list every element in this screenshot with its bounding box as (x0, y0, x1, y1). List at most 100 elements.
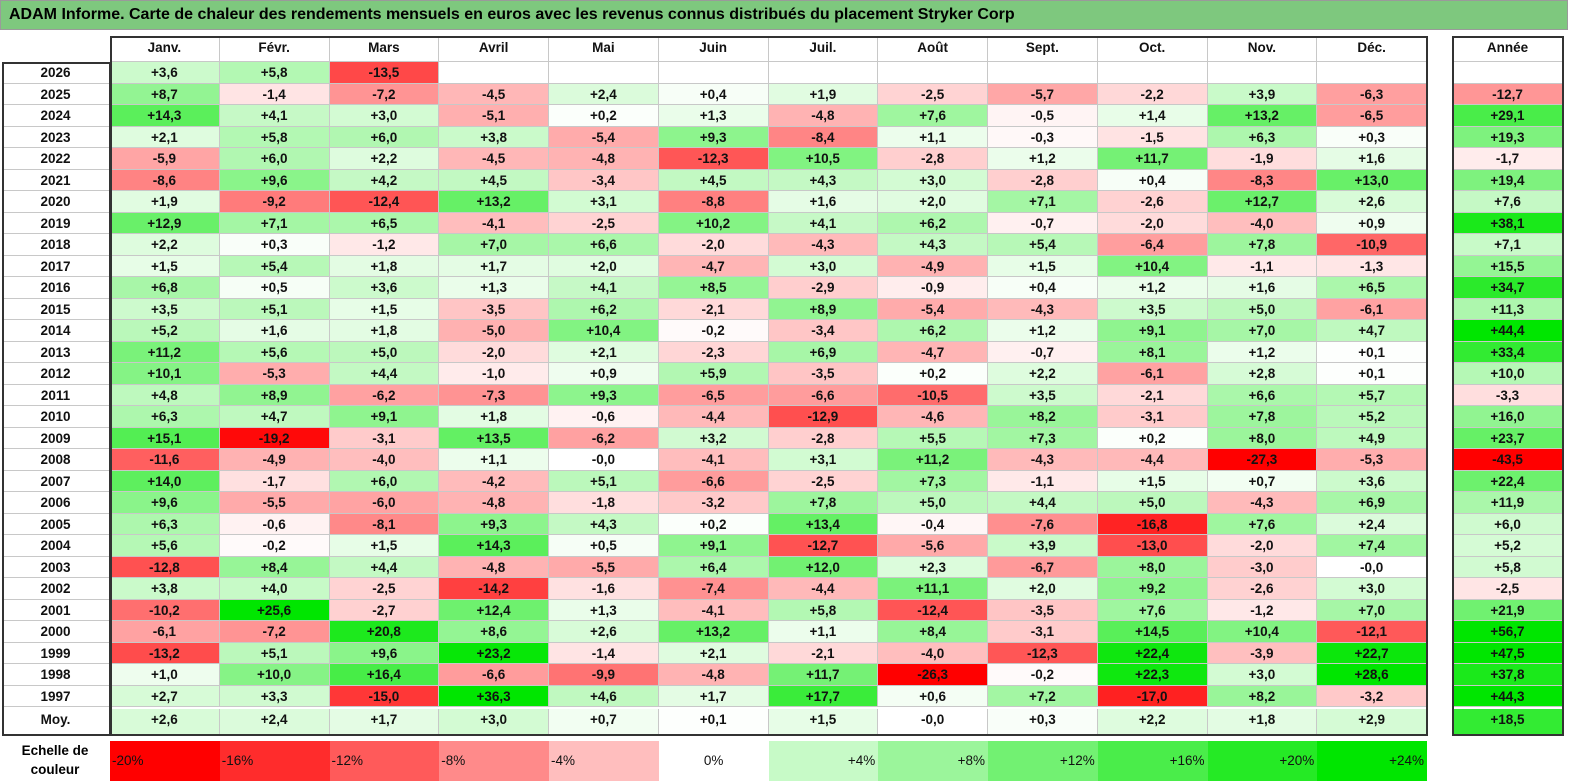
heatmap-cell: -4,0 (329, 449, 440, 471)
annual-cell: +44,4 (1452, 320, 1564, 342)
heatmap-cell: +3,6 (110, 62, 220, 84)
heatmap-cell (768, 62, 879, 84)
average-annual-cell: +18,5 (1452, 709, 1564, 735)
year-label: 2002 (2, 578, 110, 600)
annual-cell: +56,7 (1452, 621, 1564, 643)
heatmap-cell: +10,5 (768, 148, 879, 170)
heatmap-cell: -2,3 (658, 341, 769, 363)
year-label: 2019 (2, 212, 110, 234)
heatmap-cell: +1,1 (878, 126, 988, 148)
heatmap-cell: -8,4 (768, 126, 879, 148)
heatmap-cell: +1,4 (1097, 105, 1208, 127)
heatmap-cell: +1,8 (329, 255, 440, 277)
heatmap-cell: +4,8 (110, 384, 220, 406)
heatmap-cell: -4,7 (878, 341, 988, 363)
heatmap-cell: -4,5 (439, 83, 549, 105)
heatmap-cell: +1,2 (988, 148, 1098, 170)
heatmap-cell: -0,7 (988, 212, 1098, 234)
heatmap-cell: +0,7 (1207, 470, 1318, 492)
heatmap-cell: +1,1 (768, 621, 879, 643)
heatmap-cell: +6,9 (768, 341, 879, 363)
heatmap-cell: -2,1 (658, 298, 769, 320)
heatmap-cell: +4,1 (768, 212, 879, 234)
heatmap-cell: -5,4 (878, 298, 988, 320)
year-label: 2016 (2, 277, 110, 299)
heatmap-cell: +2,0 (988, 578, 1098, 600)
heatmap-cell: +6,8 (110, 277, 220, 299)
heatmap-cell (988, 62, 1098, 84)
heatmap-cell: -0,2 (658, 320, 769, 342)
month-header: Juil. (768, 36, 879, 62)
heatmap-cell: +8,4 (878, 621, 988, 643)
year-label: 2009 (2, 427, 110, 449)
annual-cell: +33,4 (1452, 341, 1564, 363)
annual-cell: -2,5 (1452, 578, 1564, 600)
heatmap-cell: -0,6 (219, 513, 330, 535)
heatmap-cell: +1,3 (658, 105, 769, 127)
annual-cell: +7,1 (1452, 234, 1564, 256)
heatmap-cell: -2,5 (768, 470, 879, 492)
heatmap-cell: +7,1 (219, 212, 330, 234)
year-label: 2020 (2, 191, 110, 213)
month-header: Mars (329, 36, 440, 62)
heatmap-cell: -3,1 (1097, 406, 1208, 428)
heatmap-cell: +9,6 (219, 169, 330, 191)
heatmap-cell: +2,8 (1207, 363, 1318, 385)
heatmap-cell: +11,2 (878, 449, 988, 471)
heatmap-cell: +3,5 (1097, 298, 1208, 320)
heatmap-cell: -2,5 (878, 83, 988, 105)
heatmap-cell: -3,1 (988, 621, 1098, 643)
heatmap-cell (439, 62, 549, 84)
heatmap-cell: -8,8 (658, 191, 769, 213)
annual-cell: +22,4 (1452, 470, 1564, 492)
year-label: 2012 (2, 363, 110, 385)
heatmap-cell: +8,4 (219, 556, 330, 578)
heatmap-cell: -2,5 (329, 578, 440, 600)
heatmap-cell: -0,4 (878, 513, 988, 535)
heatmap-cell: -7,2 (329, 83, 440, 105)
year-label: 2014 (2, 320, 110, 342)
average-cell: +0,1 (658, 709, 769, 735)
heatmap-cell: +5,2 (110, 320, 220, 342)
average-cell: -0,0 (878, 709, 988, 735)
heatmap-cell: +5,4 (988, 234, 1098, 256)
year-label: 2006 (2, 492, 110, 514)
heatmap-cell: -4,4 (1097, 449, 1208, 471)
heatmap-cell: +7,8 (768, 492, 879, 514)
scale-swatch: +16% (1097, 741, 1208, 781)
heatmap-cell: +0,2 (878, 363, 988, 385)
heatmap-cell: +3,6 (1317, 470, 1427, 492)
heatmap-cell: -4,8 (439, 556, 549, 578)
heatmap-cell: +8,9 (219, 384, 330, 406)
heatmap-cell: +0,4 (988, 277, 1098, 299)
heatmap-cell: +2,1 (549, 341, 659, 363)
heatmap-cell: -2,0 (439, 341, 549, 363)
heatmap-cell: -2,1 (768, 642, 879, 664)
heatmap-cell: -6,2 (329, 384, 440, 406)
heatmap-cell: +0,4 (1097, 169, 1208, 191)
heatmap-cell: +7,4 (1317, 535, 1427, 557)
heatmap-cell: -2,8 (768, 427, 879, 449)
heatmap-cell: +0,3 (219, 234, 330, 256)
heatmap-cell: +3,9 (988, 535, 1098, 557)
annual-cell: +5,8 (1452, 556, 1564, 578)
heatmap-cell: +9,3 (658, 126, 769, 148)
heatmap-cell: +9,2 (1097, 578, 1208, 600)
heatmap-cell: +1,2 (988, 320, 1098, 342)
heatmap-cell: +6,6 (1207, 384, 1318, 406)
heatmap-cell: -7,4 (658, 578, 769, 600)
heatmap-cell: -2,0 (1207, 535, 1318, 557)
heatmap-cell: +2,7 (110, 685, 220, 707)
heatmap-cell: +1,0 (110, 664, 220, 686)
heatmap-cell: -6,1 (1097, 363, 1208, 385)
average-cell: +2,4 (219, 709, 330, 735)
heatmap-cell: -1,3 (1317, 255, 1427, 277)
heatmap-cell: +0,2 (549, 105, 659, 127)
heatmap-cell: +11,1 (878, 578, 988, 600)
heatmap-cell: -2,8 (988, 169, 1098, 191)
heatmap-cell: +10,4 (1207, 621, 1318, 643)
annual-cell: +38,1 (1452, 212, 1564, 234)
heatmap-cell: -2,6 (1097, 191, 1208, 213)
heatmap-cell: +6,4 (658, 556, 769, 578)
heatmap-cell: -6,3 (1317, 83, 1427, 105)
